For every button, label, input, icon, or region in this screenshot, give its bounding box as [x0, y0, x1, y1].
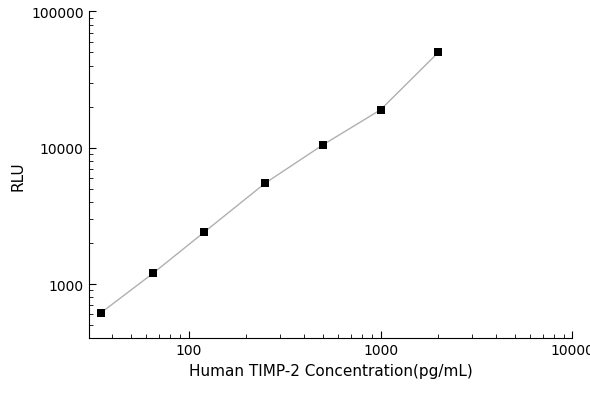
X-axis label: Human TIMP-2 Concentration(pg/mL): Human TIMP-2 Concentration(pg/mL)	[189, 363, 472, 378]
Point	[318, 142, 327, 149]
Point	[260, 180, 270, 187]
Point	[148, 271, 158, 277]
Point	[434, 50, 443, 57]
Point	[97, 309, 106, 316]
Point	[376, 107, 385, 114]
Point	[199, 230, 209, 236]
Y-axis label: RLU: RLU	[11, 161, 25, 190]
